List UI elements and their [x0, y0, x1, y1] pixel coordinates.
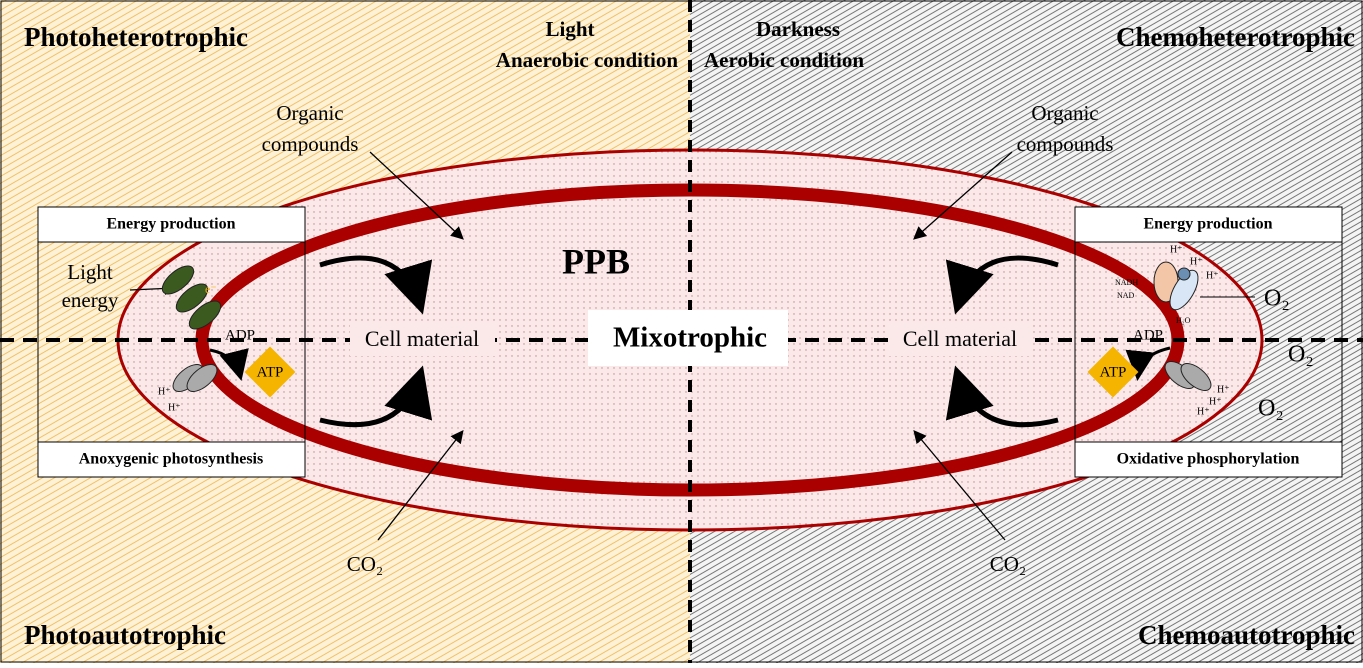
input-text: Organic compounds [985, 98, 1145, 160]
center-label: Mixotrophic [613, 322, 767, 354]
cell-name: PPB [562, 241, 630, 281]
corner-label: Photoheterotrophic [24, 22, 248, 52]
condition: Darkness [756, 17, 840, 41]
corner-label: Photoautotrophic [24, 620, 226, 650]
input-label: Organic compounds [230, 98, 390, 162]
light-text: Light energy [50, 258, 130, 314]
co2-label: CO₂ [990, 552, 1027, 576]
diagram: Photoheterotrophic Chemoheterotrophic Ph… [0, 0, 1363, 663]
adp: ADP [1133, 327, 1163, 343]
light-label: Light energy [50, 258, 130, 322]
water: H₂O [1176, 316, 1191, 325]
proton: H⁺ [168, 402, 181, 413]
condition: Light [545, 17, 594, 41]
atp: ATP [1100, 364, 1127, 380]
panel-title: Oxidative phosphorylation [1117, 451, 1300, 468]
corner-label: Chemoautotrophic [1138, 620, 1355, 650]
input-label: Organic compounds [985, 98, 1145, 162]
oxygen: O₂ [1258, 396, 1284, 422]
proton: H⁺ [1217, 384, 1230, 395]
condition: Aerobic condition [704, 48, 864, 72]
oxygen: O₂ [1288, 342, 1314, 368]
proton: H⁺ [1206, 270, 1219, 281]
electron: e⁻ [205, 282, 217, 296]
complex [1178, 268, 1190, 280]
cell-material: Cell material [903, 326, 1017, 351]
panel-title: Energy production [106, 216, 235, 233]
condition: Anaerobic condition [496, 48, 679, 72]
nadh: NADH [1115, 278, 1138, 287]
proton: H⁺ [1190, 256, 1203, 267]
cell-material: Cell material [365, 326, 479, 351]
co2-label: CO₂ [347, 552, 384, 576]
panel-title: Energy production [1143, 216, 1272, 233]
input-text: Organic compounds [230, 98, 390, 160]
nad: NAD [1117, 291, 1135, 300]
proton: H⁺ [1170, 244, 1183, 255]
oxygen: O₂ [1264, 286, 1290, 312]
corner-label: Chemoheterotrophic [1116, 22, 1355, 52]
proton: H⁺ [1209, 396, 1222, 407]
panel-title: Anoxygenic photosynthesis [79, 451, 263, 468]
atp: ATP [257, 364, 284, 380]
adp: ADP [225, 327, 255, 343]
proton: H⁺ [1197, 406, 1210, 417]
proton: H⁺ [158, 386, 171, 397]
